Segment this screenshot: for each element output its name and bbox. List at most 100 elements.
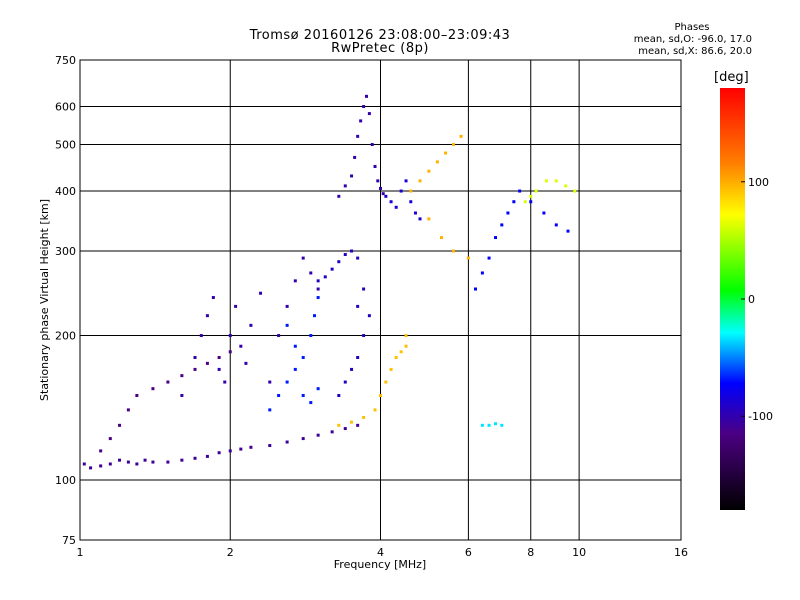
data-point xyxy=(500,423,504,427)
data-point xyxy=(343,380,347,384)
data-point xyxy=(379,186,382,190)
data-point xyxy=(293,367,297,371)
data-point xyxy=(268,380,272,384)
data-point xyxy=(301,437,305,441)
data-point xyxy=(118,458,122,462)
data-point xyxy=(211,296,215,300)
data-point xyxy=(356,256,360,260)
data-point xyxy=(199,334,203,338)
colorbar-tick-label: -100 xyxy=(748,410,773,423)
x-axis-label: Frequency [MHz] xyxy=(334,558,426,571)
data-point xyxy=(337,394,341,398)
data-point xyxy=(293,344,297,348)
colorbar-tick-label: 100 xyxy=(748,176,769,189)
data-point xyxy=(523,200,527,204)
data-point xyxy=(350,249,354,253)
data-point xyxy=(343,253,347,257)
colorbar-unit-label: [deg] xyxy=(714,70,749,85)
data-point xyxy=(367,314,371,318)
phases-mean-o: mean, sd,O: -96.0, 17.0 xyxy=(633,34,752,45)
data-point xyxy=(404,179,408,183)
data-point xyxy=(135,462,139,466)
data-point xyxy=(285,323,289,327)
data-point xyxy=(518,189,522,193)
data-point xyxy=(234,304,238,308)
y-tick-label: 500 xyxy=(55,139,76,152)
data-point xyxy=(337,423,341,427)
data-point xyxy=(217,367,221,371)
y-tick-label: 600 xyxy=(55,101,76,114)
data-point xyxy=(440,236,444,240)
data-point xyxy=(399,189,403,193)
data-point xyxy=(126,408,130,412)
data-point xyxy=(301,355,305,359)
x-tick-label: 16 xyxy=(674,546,688,559)
data-point xyxy=(544,179,548,183)
data-point xyxy=(427,169,431,173)
data-point xyxy=(356,355,360,359)
data-point xyxy=(444,151,448,155)
data-point xyxy=(223,380,227,384)
data-point xyxy=(356,134,360,138)
data-point xyxy=(217,451,221,455)
data-point xyxy=(487,256,491,260)
data-point xyxy=(293,279,297,283)
data-point xyxy=(353,155,357,159)
x-tick-label: 2 xyxy=(227,546,234,559)
phases-title: Phases xyxy=(674,22,710,33)
data-point xyxy=(427,217,431,221)
data-point xyxy=(459,134,463,138)
data-point xyxy=(500,223,504,227)
data-point xyxy=(451,249,455,253)
data-point xyxy=(205,314,209,318)
data-point xyxy=(566,229,570,233)
data-point xyxy=(99,449,103,453)
data-point xyxy=(409,189,413,193)
data-point xyxy=(259,291,263,295)
data-point xyxy=(277,394,281,398)
data-point xyxy=(362,287,366,291)
data-point xyxy=(126,460,130,464)
data-point xyxy=(494,422,498,426)
data-point xyxy=(480,423,484,427)
data-point xyxy=(534,189,538,193)
data-point xyxy=(228,350,232,354)
data-point xyxy=(542,211,546,215)
data-point xyxy=(451,143,455,147)
data-point xyxy=(118,423,122,427)
data-point xyxy=(268,408,272,412)
data-point xyxy=(89,466,93,470)
data-point xyxy=(554,179,558,183)
data-point xyxy=(337,260,341,264)
data-point xyxy=(151,460,155,464)
data-point xyxy=(409,200,413,204)
data-point xyxy=(330,430,334,434)
data-point xyxy=(370,143,374,147)
data-point xyxy=(404,344,408,348)
data-point xyxy=(82,462,86,466)
data-point xyxy=(228,449,232,453)
data-point xyxy=(180,458,184,462)
data-point xyxy=(413,211,417,215)
data-point xyxy=(108,462,112,466)
axis-ticks: 1 2 4 6 8 10 16 75 100 200 300 400 500 600 750 xyxy=(55,54,688,559)
y-tick-label: 750 xyxy=(55,54,76,67)
y-tick-label: 75 xyxy=(62,534,76,547)
x-tick-label: 4 xyxy=(377,546,384,559)
data-point xyxy=(389,367,393,371)
data-point xyxy=(316,287,320,291)
data-point xyxy=(205,454,209,458)
colorbar-tick-label: 0 xyxy=(748,293,755,306)
grid xyxy=(80,60,681,540)
data-point xyxy=(384,380,388,384)
data-point xyxy=(244,361,248,365)
data-point xyxy=(323,275,327,279)
data-point xyxy=(143,458,147,462)
data-point xyxy=(166,380,170,384)
data-point xyxy=(312,314,316,318)
data-point xyxy=(494,236,498,240)
colorbar xyxy=(720,88,745,510)
data-point xyxy=(316,296,320,300)
phases-stats: Phases mean, sd,O: -96.0, 17.0 mean, sd,… xyxy=(592,22,752,58)
